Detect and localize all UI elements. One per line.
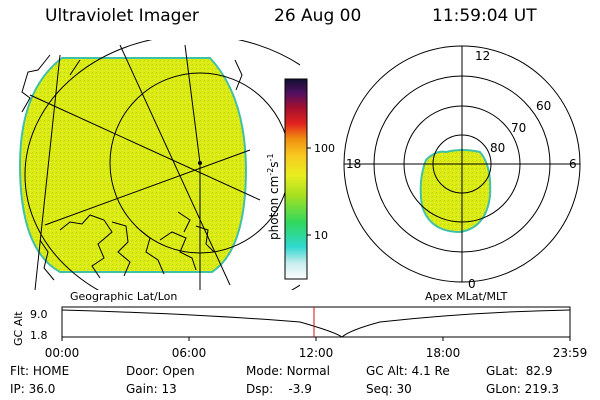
auroral-image-fill: [18, 57, 248, 273]
time-tick: 06:00: [172, 346, 207, 360]
status-seq: Seq: 30: [366, 382, 412, 396]
longitude-line: [44, 149, 251, 226]
coastline: [21, 54, 243, 113]
mlt-6-label: 6: [569, 157, 577, 171]
time-tick: 00:00: [45, 346, 80, 360]
altitude-curve: [61, 309, 571, 338]
status-glat: GLat: 82.9: [486, 364, 553, 378]
left-panel-caption: Geographic Lat/Lon: [70, 290, 178, 303]
right-panel-caption: Apex MLat/MLT: [425, 290, 508, 303]
colorbar-gradient: [284, 78, 308, 280]
polar-auroral-image: [419, 149, 492, 234]
status-mode: Mode: Normal: [246, 364, 330, 378]
time-tick: 23:59: [553, 346, 588, 360]
colorbar-unit: photon cm-2s-1: [266, 153, 281, 240]
longitude-line: [184, 44, 201, 164]
colorbar-tick-10: 10: [314, 229, 328, 242]
altitude-plot-frame: [61, 306, 571, 338]
date-label: 26 Aug 00: [274, 6, 362, 26]
instrument-title: Ultraviolet Imager: [45, 6, 199, 26]
altitude-axis-label: GC Alt: [12, 311, 25, 346]
status-dsp: Dsp: -3.9: [246, 382, 312, 396]
mlt-18-label: 18: [346, 157, 361, 171]
time-tick: 12:00: [299, 346, 334, 360]
lat-80-label: 80: [490, 141, 505, 155]
status-gc-alt: GC Alt: 4.1 Re: [366, 364, 450, 378]
status-flt: Flt: HOME: [10, 364, 70, 378]
time-label: 11:59:04 UT: [432, 6, 537, 26]
status-door: Door: Open: [126, 364, 195, 378]
status-ip: IP: 36.0: [10, 382, 56, 396]
altitude-tick-high: 9.0: [30, 308, 48, 321]
coastline: [39, 211, 215, 281]
lat-60-label: 60: [536, 99, 551, 113]
altitude-tick-low: 1.8: [30, 329, 48, 342]
status-gain: Gain: 13: [126, 382, 177, 396]
status-glon: GLon: 219.3: [486, 382, 559, 396]
longitude-line: [34, 54, 61, 290]
colorbar-tick-100: 100: [314, 142, 335, 155]
longitude-line: [29, 94, 261, 201]
lat-70-label: 70: [511, 121, 526, 135]
latitude-circle: [24, 40, 300, 290]
longitude-line: [119, 44, 231, 286]
time-tick: 18:00: [426, 346, 461, 360]
subsatellite-point: [198, 161, 202, 165]
mlt-0-label: 0: [468, 277, 476, 291]
mlt-12-label: 12: [475, 49, 490, 63]
